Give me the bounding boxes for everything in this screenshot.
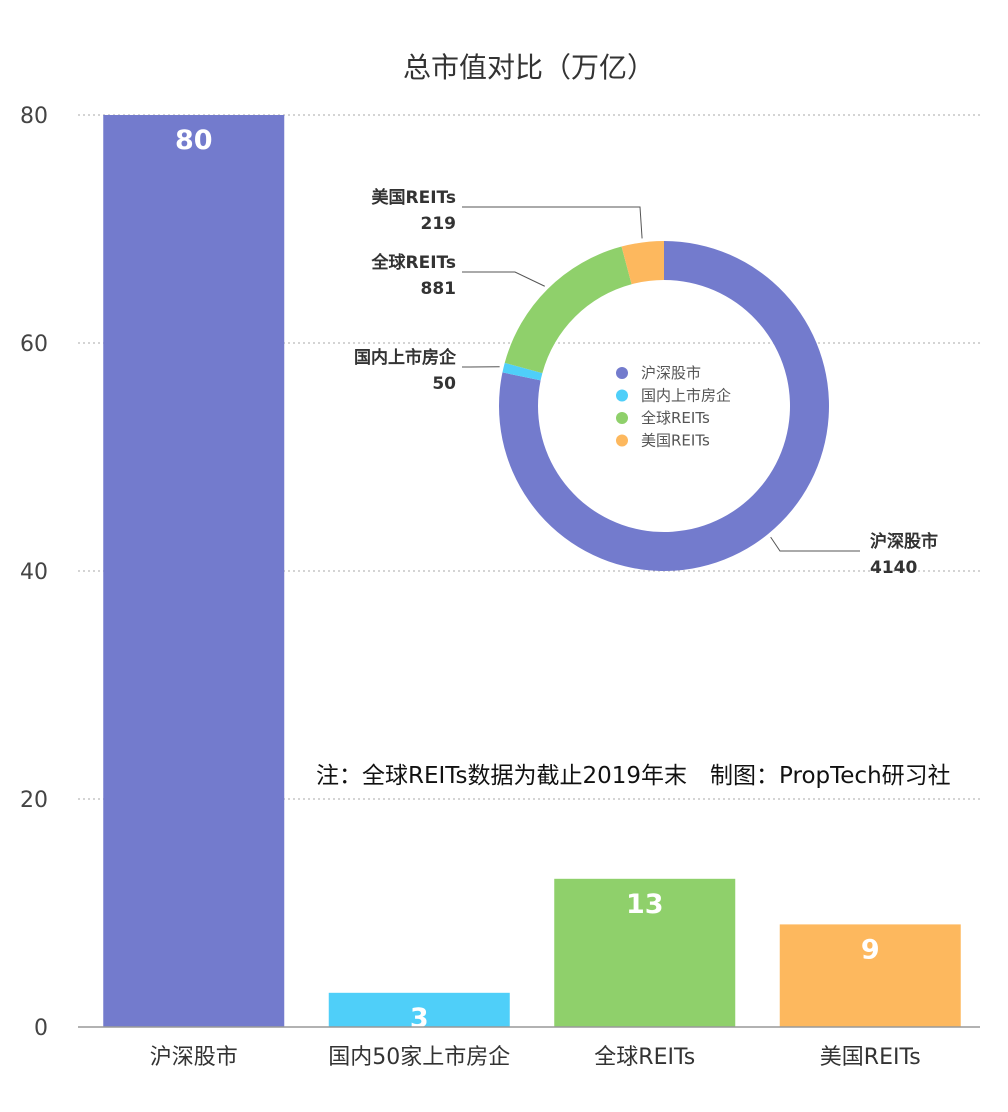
donut-label-value: 219 xyxy=(421,214,457,234)
donut-slice xyxy=(621,241,664,285)
donut-label-value: 881 xyxy=(421,279,457,299)
y-tick-label: 20 xyxy=(20,788,48,813)
donut-label-name: 沪深股市 xyxy=(870,531,938,552)
x-axis-ticks: 沪深股市 国内50家上市房企 全球REITs 美国REITs xyxy=(150,1045,921,1070)
legend-label: 沪深股市 xyxy=(641,364,701,382)
bar xyxy=(328,992,510,1027)
bar-value-label: 3 xyxy=(410,1003,429,1034)
donut-label-value: 50 xyxy=(432,374,456,394)
bar-value-label: 80 xyxy=(175,125,213,156)
legend-label: 全球REITs xyxy=(641,409,710,427)
legend-label: 国内上市房企 xyxy=(641,387,731,405)
donut-chart xyxy=(499,241,829,571)
donut-slice xyxy=(504,246,632,374)
bar xyxy=(554,878,736,1027)
legend-label: 美国REITs xyxy=(641,432,710,450)
legend-marker xyxy=(616,434,628,447)
leader-line xyxy=(770,536,860,552)
chart-note: 注：全球REITs数据为截止2019年末 制图：PropTech研习社 xyxy=(316,763,951,789)
bars: 80 3 13 9 xyxy=(103,115,961,1034)
bar xyxy=(779,924,961,1027)
leader-line xyxy=(462,206,643,239)
donut-label-name: 美国REITs xyxy=(372,187,457,208)
donut-label-name: 国内上市房企 xyxy=(354,347,457,368)
x-tick-label: 全球REITs xyxy=(594,1045,695,1070)
x-tick-label: 国内50家上市房企 xyxy=(328,1045,510,1070)
legend-marker xyxy=(616,367,628,379)
chart-title: 总市值对比（万亿） xyxy=(402,51,655,84)
donut-labels: 沪深股市 4140 国内上市房企 50 全球REITs 881 美国REITs 219 xyxy=(354,187,938,578)
donut-slice xyxy=(502,362,543,381)
x-tick-label: 美国REITs xyxy=(820,1045,921,1070)
legend-marker xyxy=(616,412,628,424)
y-tick-label: 0 xyxy=(34,1016,48,1041)
donut-label-value: 4140 xyxy=(870,558,917,578)
leader-line xyxy=(462,271,545,287)
y-tick-label: 80 xyxy=(20,104,48,129)
bar xyxy=(103,115,285,1027)
x-tick-label: 沪深股市 xyxy=(150,1045,238,1070)
y-tick-label: 40 xyxy=(20,560,48,585)
bar-value-label: 13 xyxy=(626,889,664,920)
y-axis-ticks: 0 20 40 60 80 xyxy=(20,104,48,1041)
donut-label-name: 全球REITs xyxy=(371,252,457,273)
bar-value-label: 9 xyxy=(861,934,880,965)
legend-marker xyxy=(616,389,628,402)
y-tick-label: 60 xyxy=(20,332,48,357)
